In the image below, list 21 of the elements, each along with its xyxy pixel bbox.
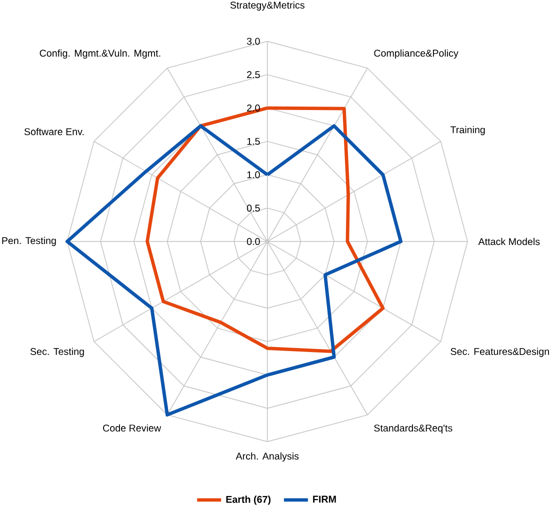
- spoke-label: Sec. Features&Design: [450, 348, 549, 358]
- spoke-label: Compliance&Policy: [374, 50, 458, 59]
- spoke-label: Software Env.: [24, 128, 84, 136]
- y-tick-label: 1.5: [247, 138, 260, 145]
- spoke-label: Attack Models: [478, 238, 540, 246]
- legend-label: FIRM: [313, 496, 336, 503]
- y-tick-label: 2.5: [247, 71, 260, 78]
- spoke-label: Standards&Req'ts: [374, 424, 452, 434]
- spoke-label: Strategy&Metrics: [230, 1, 304, 11]
- y-tick-label: 1.0: [247, 171, 260, 178]
- spoke-label: Code Review: [103, 424, 162, 432]
- spoke-label: Arch. Analysis: [236, 452, 299, 462]
- spoke-label: Pen. Testing: [2, 236, 56, 246]
- y-tick-label: 0.0: [246, 238, 260, 246]
- spoke-label: Training: [450, 126, 485, 136]
- spoke-label: Sec. Testing: [30, 348, 84, 358]
- legend-label: Earth (67): [226, 496, 270, 505]
- spoke-label: Config. Mgmt.&Vuln. Mgmt.: [40, 50, 160, 59]
- y-tick-label: 2.0: [247, 104, 260, 112]
- y-tick-label: 0.5: [246, 204, 260, 212]
- y-tick-label: 3.0: [246, 38, 260, 45]
